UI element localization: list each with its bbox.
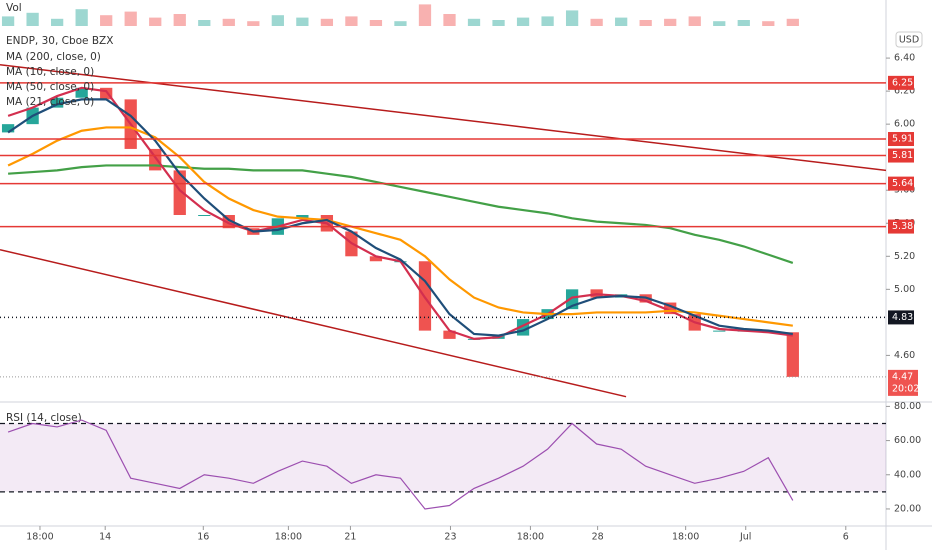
volume-bar bbox=[688, 16, 701, 26]
volume-bar bbox=[149, 17, 162, 26]
volume-bar bbox=[443, 14, 456, 26]
candle-body bbox=[100, 87, 113, 100]
volume-bar bbox=[418, 4, 432, 27]
candle-body bbox=[713, 330, 726, 332]
volume-bar bbox=[345, 16, 358, 26]
x-tick-label: 18:00 bbox=[517, 532, 544, 543]
level-label: 6.25 bbox=[892, 77, 913, 88]
x-tick-label: 18:00 bbox=[275, 532, 302, 543]
volume-bar bbox=[173, 14, 186, 26]
volume-bar bbox=[737, 20, 750, 26]
volume-bar bbox=[664, 18, 677, 26]
volume-bar bbox=[565, 10, 579, 26]
y-tick-label: 4.60 bbox=[894, 350, 915, 361]
volume-bar bbox=[590, 18, 603, 26]
currency-box[interactable] bbox=[895, 31, 923, 48]
rsi-tick-label: 40.00 bbox=[894, 469, 921, 480]
volume-bar bbox=[1, 16, 15, 26]
ma-line bbox=[7, 98, 793, 337]
volume-bar bbox=[198, 20, 211, 26]
volume-bar bbox=[762, 21, 775, 26]
volume-bar bbox=[320, 18, 334, 26]
volume-bar bbox=[247, 21, 260, 26]
marker-label-bg bbox=[888, 310, 914, 325]
y-tick-label: 6.40 bbox=[894, 53, 915, 64]
volume-bar bbox=[639, 20, 652, 26]
candle-body bbox=[786, 332, 799, 377]
level-label-bg bbox=[888, 132, 914, 147]
candle-body bbox=[296, 215, 309, 219]
rsi-tick-label: 20.00 bbox=[894, 503, 921, 514]
last-time-label: 20:02 bbox=[892, 383, 919, 394]
volume-bar bbox=[222, 18, 235, 26]
volume-bar bbox=[713, 21, 726, 26]
x-tick-label: 28 bbox=[592, 532, 604, 543]
level-label: 5.38 bbox=[892, 221, 913, 232]
level-label-bg bbox=[888, 219, 914, 234]
volume-bar bbox=[75, 9, 88, 26]
level-label-bg bbox=[888, 148, 914, 163]
candle-body bbox=[173, 170, 186, 215]
candle-body bbox=[1, 124, 15, 133]
legend-entry: MA (21, close, 0) bbox=[6, 96, 94, 108]
x-tick-label: 16 bbox=[197, 532, 209, 543]
volume-bar bbox=[271, 15, 284, 26]
volume-bar bbox=[541, 16, 554, 26]
candle-body bbox=[51, 97, 64, 108]
volume-bar bbox=[786, 18, 799, 26]
rsi-title: RSI (14, close) bbox=[6, 412, 82, 424]
candle-body bbox=[664, 302, 677, 315]
x-tick-label: 18:00 bbox=[672, 532, 699, 543]
ma-line bbox=[8, 164, 794, 264]
x-tick-label: 18:00 bbox=[26, 532, 53, 543]
legend-entry: MA (10, close, 0) bbox=[6, 66, 94, 78]
currency[interactable]: USD bbox=[899, 35, 919, 46]
legend-entry: MA (50, close, 0) bbox=[6, 81, 94, 93]
x-tick-label: 14 bbox=[99, 532, 111, 543]
y-tick-label: 5.00 bbox=[894, 284, 915, 295]
volume-bar bbox=[615, 17, 628, 26]
x-tick-label: Jul bbox=[739, 532, 751, 543]
volume-bar bbox=[26, 12, 39, 26]
candle-body bbox=[443, 330, 456, 339]
trendline bbox=[0, 248, 627, 398]
rsi-line bbox=[7, 419, 794, 510]
volume-bar bbox=[100, 15, 113, 26]
volume-bar bbox=[124, 11, 137, 26]
volume-label: Vol bbox=[6, 2, 22, 14]
volume-bar bbox=[51, 18, 64, 26]
y-tick-label: 5.20 bbox=[894, 251, 915, 262]
volume-bar bbox=[516, 17, 530, 26]
level-label: 5.81 bbox=[892, 150, 913, 161]
level-label: 5.91 bbox=[892, 134, 913, 145]
ma-line bbox=[7, 86, 793, 340]
legend-entry: MA (200, close, 0) bbox=[6, 51, 101, 63]
last-price-label: 4.47 bbox=[892, 371, 913, 382]
last-price-bg bbox=[888, 369, 918, 396]
x-tick-label: 6 bbox=[843, 532, 849, 543]
rsi-band bbox=[0, 423, 886, 492]
volume-bar bbox=[394, 21, 407, 26]
x-tick-label: 23 bbox=[444, 532, 456, 543]
volume-bar bbox=[369, 20, 383, 26]
marker-label: 4.83 bbox=[892, 312, 913, 323]
candle-body bbox=[198, 215, 211, 216]
level-label: 5.64 bbox=[892, 178, 913, 189]
symbol-title: ENDP, 30, Cboe BZX bbox=[6, 35, 113, 47]
ma-line bbox=[7, 126, 793, 327]
volume-bar bbox=[492, 20, 505, 26]
y-tick-label: 6.20 bbox=[894, 86, 915, 97]
rsi-tick-label: 80.00 bbox=[894, 401, 921, 412]
y-tick-label: 6.00 bbox=[894, 119, 915, 130]
x-tick-label: 21 bbox=[344, 532, 356, 543]
volume-bar bbox=[467, 18, 481, 26]
candle-body bbox=[369, 256, 383, 262]
level-label-bg bbox=[888, 176, 914, 191]
level-label-bg bbox=[888, 75, 914, 90]
rsi-tick-label: 60.00 bbox=[894, 435, 921, 446]
candle-body bbox=[75, 87, 88, 98]
volume-bar bbox=[296, 17, 309, 26]
